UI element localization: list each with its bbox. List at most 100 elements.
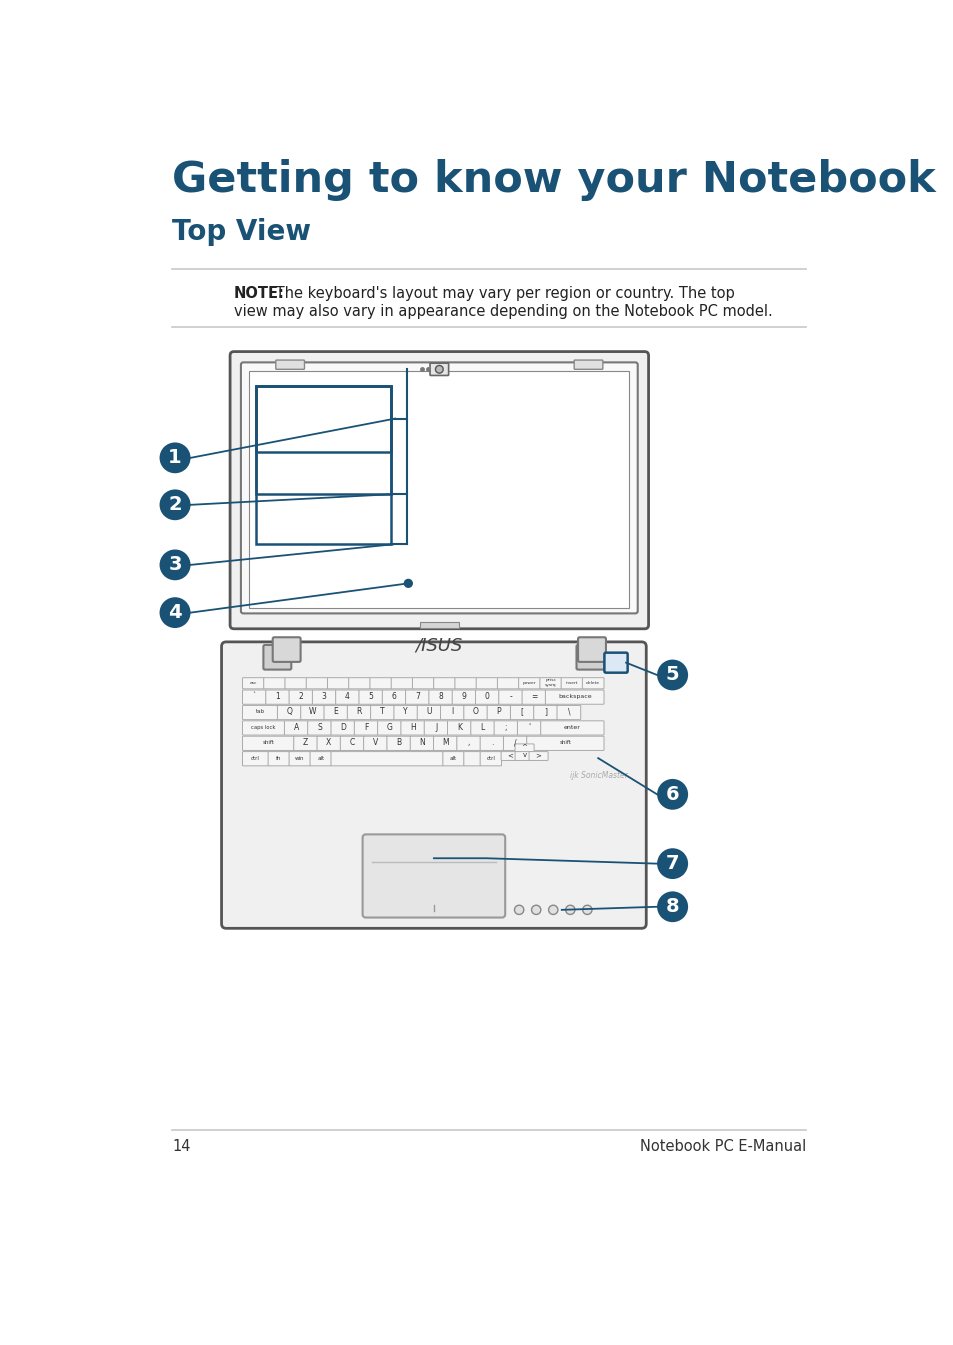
FancyBboxPatch shape — [515, 744, 534, 752]
Bar — [255, 386, 391, 494]
Text: fn: fn — [275, 756, 281, 761]
FancyBboxPatch shape — [394, 705, 417, 720]
Text: 4: 4 — [168, 603, 182, 623]
Text: /ISUS: /ISUS — [416, 636, 462, 655]
Text: C: C — [349, 738, 355, 748]
FancyBboxPatch shape — [578, 638, 605, 662]
Text: ;: ; — [504, 722, 507, 732]
FancyBboxPatch shape — [221, 642, 645, 928]
FancyBboxPatch shape — [510, 705, 534, 720]
FancyBboxPatch shape — [545, 690, 603, 705]
FancyBboxPatch shape — [442, 752, 464, 765]
Text: shift: shift — [558, 740, 571, 745]
Text: backspace: backspace — [558, 694, 591, 699]
FancyBboxPatch shape — [518, 678, 539, 689]
Text: =: = — [530, 693, 537, 701]
FancyBboxPatch shape — [242, 690, 266, 705]
FancyBboxPatch shape — [310, 752, 331, 765]
Text: Q: Q — [286, 707, 292, 717]
FancyBboxPatch shape — [308, 721, 331, 736]
FancyBboxPatch shape — [312, 690, 335, 705]
FancyBboxPatch shape — [604, 652, 627, 672]
FancyBboxPatch shape — [285, 678, 306, 689]
Text: 3: 3 — [321, 693, 326, 701]
Bar — [419, 621, 458, 628]
FancyBboxPatch shape — [347, 705, 371, 720]
FancyBboxPatch shape — [455, 678, 476, 689]
FancyBboxPatch shape — [410, 736, 434, 751]
Text: ctrl: ctrl — [486, 756, 495, 761]
Text: \: \ — [567, 707, 570, 717]
Text: S: S — [316, 722, 321, 732]
FancyBboxPatch shape — [362, 834, 505, 917]
Text: ctrl: ctrl — [251, 756, 259, 761]
FancyBboxPatch shape — [405, 690, 429, 705]
FancyBboxPatch shape — [354, 721, 377, 736]
Text: caps lock: caps lock — [252, 725, 275, 730]
FancyBboxPatch shape — [241, 362, 637, 613]
Circle shape — [548, 905, 558, 915]
Text: 2: 2 — [298, 693, 303, 701]
Text: O: O — [473, 707, 478, 717]
Text: H: H — [410, 722, 416, 732]
FancyBboxPatch shape — [463, 705, 487, 720]
Text: J: J — [435, 722, 436, 732]
Text: L: L — [480, 722, 484, 732]
Text: ,: , — [467, 738, 470, 748]
Text: 1: 1 — [275, 693, 279, 701]
FancyBboxPatch shape — [324, 705, 347, 720]
Text: Notebook PC E-Manual: Notebook PC E-Manual — [639, 1139, 805, 1154]
Text: 7: 7 — [665, 854, 679, 873]
FancyBboxPatch shape — [475, 690, 498, 705]
FancyBboxPatch shape — [242, 752, 268, 765]
Circle shape — [435, 366, 443, 373]
Text: /: / — [514, 738, 517, 748]
Text: D: D — [339, 722, 345, 732]
FancyBboxPatch shape — [340, 736, 364, 751]
Text: M: M — [441, 738, 448, 748]
Text: [: [ — [520, 707, 523, 717]
Text: esc: esc — [250, 681, 256, 685]
FancyBboxPatch shape — [526, 736, 603, 751]
FancyBboxPatch shape — [581, 678, 603, 689]
Circle shape — [403, 578, 413, 588]
Circle shape — [565, 905, 575, 915]
Text: 7: 7 — [415, 693, 419, 701]
Text: U: U — [426, 707, 432, 717]
FancyBboxPatch shape — [331, 721, 355, 736]
Text: 3: 3 — [168, 555, 182, 574]
FancyBboxPatch shape — [517, 721, 540, 736]
FancyBboxPatch shape — [574, 360, 602, 370]
Circle shape — [159, 490, 191, 521]
FancyBboxPatch shape — [268, 752, 289, 765]
FancyBboxPatch shape — [412, 678, 434, 689]
FancyBboxPatch shape — [557, 705, 580, 720]
Text: Y: Y — [403, 707, 408, 717]
FancyBboxPatch shape — [576, 646, 604, 670]
FancyBboxPatch shape — [479, 736, 503, 751]
FancyBboxPatch shape — [242, 736, 294, 751]
FancyBboxPatch shape — [331, 752, 443, 765]
Text: W: W — [309, 707, 316, 717]
Text: alt: alt — [316, 756, 324, 761]
Text: `: ` — [253, 693, 256, 701]
Text: The keyboard's layout may vary per region or country. The top: The keyboard's layout may vary per regio… — [271, 286, 734, 301]
Circle shape — [159, 550, 191, 580]
FancyBboxPatch shape — [440, 705, 464, 720]
Text: B: B — [395, 738, 401, 748]
Text: 4: 4 — [345, 693, 350, 701]
FancyBboxPatch shape — [503, 736, 527, 751]
FancyBboxPatch shape — [529, 752, 548, 760]
Text: 5: 5 — [368, 693, 373, 701]
Text: power: power — [522, 681, 536, 685]
FancyBboxPatch shape — [266, 690, 289, 705]
Circle shape — [514, 905, 523, 915]
Text: K: K — [456, 722, 461, 732]
Text: 5: 5 — [665, 666, 679, 685]
FancyBboxPatch shape — [430, 363, 448, 375]
FancyBboxPatch shape — [471, 721, 494, 736]
Text: shift: shift — [262, 740, 274, 745]
FancyBboxPatch shape — [377, 721, 401, 736]
Text: N: N — [418, 738, 424, 748]
Text: G: G — [386, 722, 392, 732]
